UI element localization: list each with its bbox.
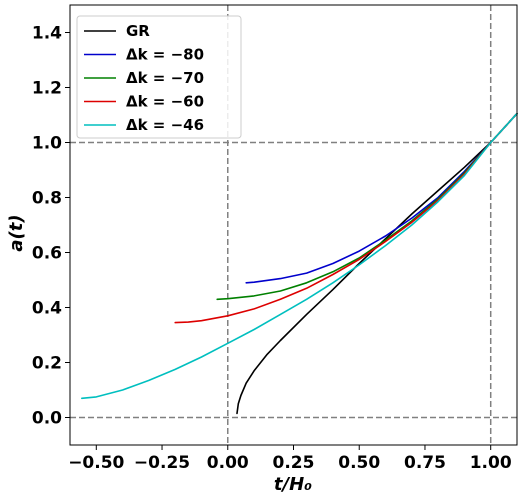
series-line-2 xyxy=(216,112,518,301)
y-tick-label: 1.0 xyxy=(32,134,62,154)
legend-entry: Δk = −70 xyxy=(126,69,204,87)
x-tick-label: 0.00 xyxy=(207,453,249,473)
y-tick-label: 0.0 xyxy=(32,409,62,429)
legend-entry: Δk = −80 xyxy=(126,46,204,64)
x-tick-label: 0.50 xyxy=(338,453,380,473)
legend: GR Δk = −80 Δk = −70 Δk = −60 Δk = −46 xyxy=(76,15,242,139)
series-line-0 xyxy=(236,112,518,415)
y-tick-label: 0.4 xyxy=(32,299,62,319)
series-line-3 xyxy=(174,112,518,324)
y-tick-label: 1.2 xyxy=(32,79,62,99)
y-tick-label: 0.8 xyxy=(32,189,62,209)
series-lines xyxy=(81,112,518,415)
x-tick-label: −0.25 xyxy=(134,453,190,473)
y-tick-label: 0.6 xyxy=(32,244,62,264)
legend-entry: Δk = −60 xyxy=(126,93,204,111)
y-tick-label: 0.2 xyxy=(32,354,62,374)
legend-box xyxy=(76,15,242,139)
y-tick-label: 1.4 xyxy=(32,24,62,44)
x-tick-label: 1.00 xyxy=(470,453,512,473)
legend-entry: Δk = −46 xyxy=(126,116,204,134)
x-axis-label: t/H₀ xyxy=(274,474,312,495)
y-axis-label: a(t) xyxy=(6,214,27,251)
x-tick-label: 0.25 xyxy=(273,453,315,473)
legend-entry: GR xyxy=(126,22,150,40)
x-tick-label: −0.50 xyxy=(68,453,124,473)
y-axis: 0.0 0.2 0.4 0.6 0.8 1.0 1.2 1.4 xyxy=(32,24,70,429)
series-line-4 xyxy=(81,112,518,400)
x-axis: −0.50 −0.25 0.00 0.25 0.50 0.75 1.00 xyxy=(68,445,512,473)
x-tick-label: 0.75 xyxy=(404,453,446,473)
